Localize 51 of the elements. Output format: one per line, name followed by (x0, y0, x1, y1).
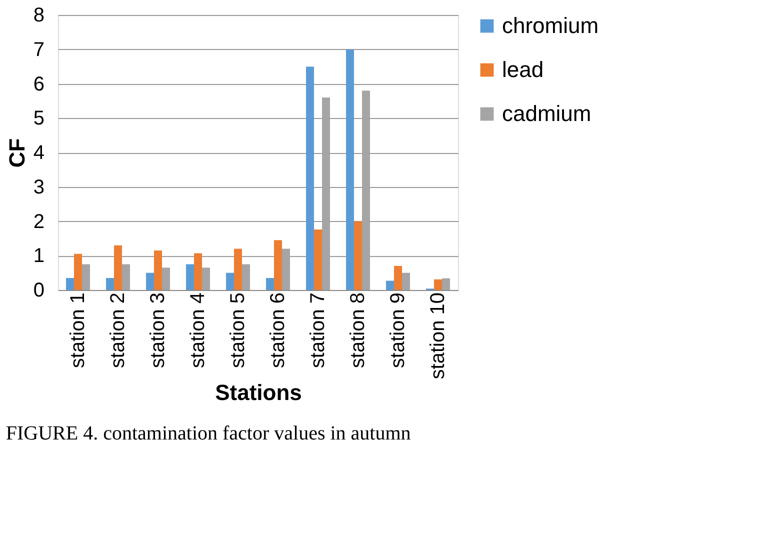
bar (154, 250, 162, 290)
x-tick-label: station 4 (187, 292, 209, 368)
y-tick-label: 3 (33, 176, 44, 198)
x-tick-label: station 3 (147, 292, 169, 368)
legend-label: chromium (502, 13, 599, 38)
bar (202, 268, 210, 290)
y-tick-label: 7 (33, 38, 44, 61)
bar (306, 66, 314, 290)
y-tick-label: 8 (33, 4, 44, 26)
bar (354, 221, 362, 290)
bar (394, 266, 402, 290)
bar (74, 254, 82, 290)
bar (434, 279, 442, 290)
x-tick-label: station 10 (427, 292, 449, 380)
bar (114, 245, 122, 290)
y-tick-label: 0 (33, 280, 44, 302)
legend-label: cadmium (502, 101, 592, 126)
bar (242, 264, 250, 290)
y-tick-label: 4 (33, 142, 44, 164)
x-tick-label: station 8 (347, 292, 369, 368)
bar (226, 272, 234, 290)
bar (186, 264, 194, 290)
y-tick-label: 5 (33, 108, 44, 130)
bar (274, 240, 282, 290)
x-axis-title: Stations (215, 380, 302, 406)
bar (314, 230, 322, 290)
bar (122, 264, 130, 290)
legend-label: lead (502, 57, 544, 82)
bar (82, 264, 90, 290)
y-tick-label: 6 (33, 73, 44, 96)
y-tick-label: 1 (33, 245, 44, 268)
bar (66, 278, 74, 290)
y-tick-label: 2 (33, 210, 44, 233)
bar (106, 278, 114, 290)
x-tick-label: station 9 (387, 292, 409, 368)
bar (402, 272, 410, 290)
bar (234, 248, 242, 290)
x-tick-label: station 2 (107, 292, 129, 368)
x-tick-label: station 5 (227, 292, 249, 368)
x-tick-label: station 7 (307, 292, 329, 368)
bar (194, 253, 202, 290)
x-tick-label: station 6 (267, 292, 289, 368)
bar (162, 268, 170, 290)
caption: FIGURE 4. contamination factor values in autumn (6, 422, 411, 445)
bar (266, 278, 274, 290)
x-tick-label: station 1 (67, 292, 89, 368)
bar (146, 272, 154, 290)
y-axis-title: CF (4, 138, 30, 168)
bar (386, 280, 394, 290)
bar (442, 278, 450, 290)
bar (346, 49, 354, 290)
